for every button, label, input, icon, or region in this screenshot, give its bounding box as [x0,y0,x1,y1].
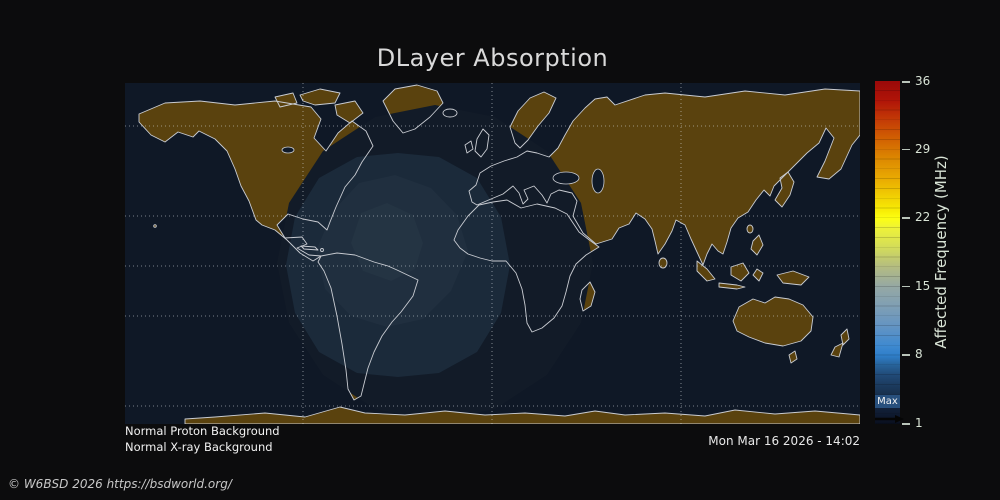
subsolar-core [351,203,423,281]
colorbar-tick-labels: 36 29 22 15 8 1 [900,74,960,430]
background-conditions: Normal Proton Background Normal X-ray Ba… [125,423,280,455]
copyright-notice: © W6BSD 2026 https://bsdworld.org/ [8,477,232,491]
dlayer-absorption-overlay [277,105,593,421]
world-map [125,83,860,424]
colorbar-max-marker: Max [875,395,900,408]
inland-seas [281,146,605,194]
proton-background-status: Normal Proton Background [125,424,280,438]
world-map-svg [125,83,860,424]
graticule [125,83,860,424]
colorbar: Max [875,81,904,424]
page-title: DLayer Absorption [376,44,609,72]
colorbar-axis-label: Affected Frequency (MHz) [932,155,950,349]
map-timestamp: Mon Mar 16 2026 - 14:02 [708,434,860,448]
xray-background-status: Normal X-ray Background [125,440,273,454]
max-arrow-icon [875,408,904,423]
